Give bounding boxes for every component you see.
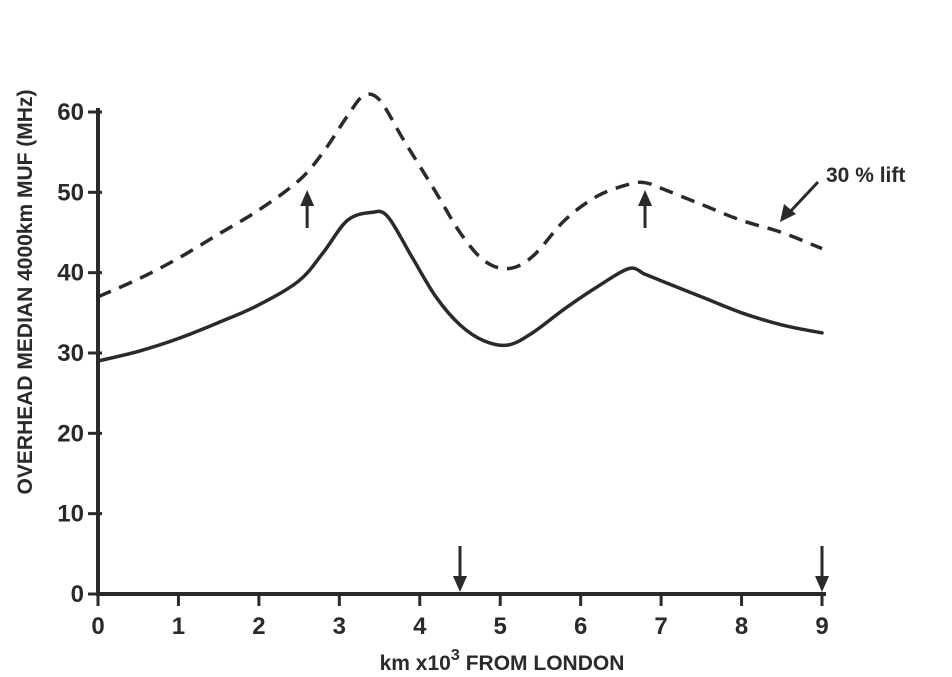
up-arrow-head <box>638 190 653 206</box>
x-tick-label: 6 <box>574 613 587 640</box>
down-arrow-head <box>815 576 829 592</box>
y-tick-label: 20 <box>57 420 84 447</box>
series-group <box>96 92 824 363</box>
down-arrow-head <box>453 576 467 592</box>
x-tick-label: 9 <box>815 613 828 640</box>
x-tick-label: 1 <box>172 613 185 640</box>
y-axis-title: OVERHEAD MEDIAN 4000km MUF (MHz) <box>14 90 37 495</box>
x-tick-label: 3 <box>333 613 346 640</box>
x-tick-label: 8 <box>735 613 748 640</box>
marker-group <box>300 190 829 592</box>
up-arrow-head <box>300 190 315 206</box>
lift-annotation-arrow-shaft <box>786 180 820 216</box>
y-tick-label: 50 <box>57 179 84 206</box>
x-tick-label: 4 <box>413 613 427 640</box>
series-line-solid-median <box>96 209 824 363</box>
lift-annotation-arrow-head <box>780 204 796 222</box>
series-line-dashed-lift <box>97 92 823 299</box>
x-tick-label: 5 <box>494 613 507 640</box>
x-tick-label: 0 <box>91 613 104 640</box>
x-axis-title-suffix: FROM LONDON <box>466 652 625 675</box>
x-axis-title-exponent: 3 <box>451 647 460 664</box>
y-tick-label: 10 <box>57 501 84 528</box>
x-axis-title: km x103 FROM LONDON <box>380 647 625 675</box>
lift-annotation: 30 % lift <box>826 164 905 187</box>
x-tick-label: 7 <box>654 613 667 640</box>
y-tick-label: 60 <box>57 99 84 126</box>
y-tick-label: 0 <box>71 581 84 608</box>
x-axis-title-prefix: km x10 <box>380 652 451 675</box>
y-tick-label: 30 <box>57 340 84 367</box>
x-tick-label: 2 <box>252 613 265 640</box>
tick-group: 0 1 2 3 4 5 6 7 8 9 0 10 20 30 40 50 60 <box>57 99 828 640</box>
y-tick-label: 40 <box>57 260 84 287</box>
